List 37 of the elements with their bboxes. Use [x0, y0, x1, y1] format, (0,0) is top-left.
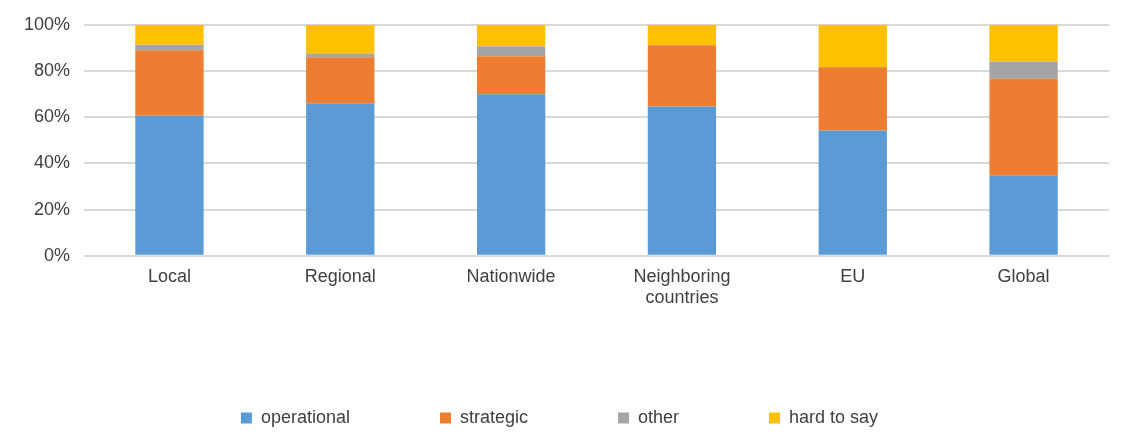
bar — [476, 46, 546, 57]
legend-label: strategic — [459, 406, 529, 427]
bar — [818, 67, 887, 131]
bar — [476, 24, 546, 47]
bar — [135, 50, 204, 116]
x-tick-label: Neighboring countries — [633, 265, 731, 308]
y-tick-label: 60% — [34, 106, 71, 127]
x-tick-label: EU — [840, 265, 866, 286]
bar — [306, 24, 375, 54]
y-tick-label: 20% — [34, 198, 71, 219]
bar — [476, 94, 546, 255]
bar — [989, 61, 1058, 79]
bar — [306, 57, 375, 104]
x-tick-label: Nationwide — [466, 265, 556, 286]
x-tick-label: Local — [147, 265, 191, 286]
legend-label: hard to say — [789, 406, 879, 427]
y-tick-label: 0% — [44, 244, 71, 265]
x-tick-label: Global — [997, 265, 1050, 286]
bar — [135, 115, 204, 255]
bar — [135, 24, 204, 45]
bar — [135, 44, 204, 51]
bar — [306, 103, 375, 255]
y-tick-label: 80% — [34, 59, 71, 80]
bar — [989, 78, 1058, 176]
bar — [476, 56, 546, 95]
bar — [818, 24, 887, 68]
legend-label: operational — [260, 406, 350, 427]
bar — [647, 24, 717, 46]
bar — [818, 130, 887, 255]
y-tick-label: 40% — [34, 152, 71, 173]
bar — [989, 175, 1058, 255]
bar — [989, 24, 1058, 62]
legend-label: other — [638, 406, 680, 427]
x-tick-label: Regional — [304, 265, 376, 286]
bar — [647, 106, 717, 255]
y-tick-label: 100% — [23, 13, 71, 34]
bar — [647, 45, 717, 107]
